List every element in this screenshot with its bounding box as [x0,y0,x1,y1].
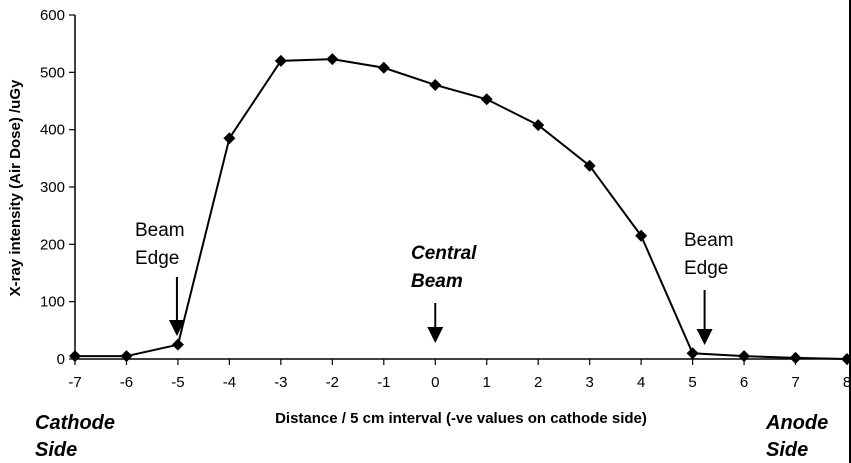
y-tick-label: 600 [40,7,65,24]
data-point-marker [583,159,596,172]
x-tick-label: 4 [637,374,645,391]
data-point-marker [429,78,442,91]
data-point-marker [841,353,851,365]
data-point-marker [120,350,133,363]
x-tick-label: 2 [534,374,542,391]
axes [69,14,848,365]
data-point-marker [738,350,751,363]
x-tick-label: 7 [791,374,799,391]
x-tick-label: -7 [68,374,81,391]
central-beam-label-line2: Beam [411,271,463,292]
x-tick-label: 8 [843,374,851,391]
series-line [75,58,848,360]
data-point-marker [274,54,287,67]
anode-side-label-line2: Side [766,439,808,461]
annotation-layer [168,277,713,345]
x-tick-label: -4 [223,374,236,391]
beam-edge-right-arrow-head [696,329,713,345]
y-tick-label: 300 [40,179,65,196]
data-point-marker [69,350,81,363]
data-point-marker [480,93,493,106]
y-tick-label: 400 [40,122,65,139]
x-tick-label: 0 [431,374,439,391]
y-tick-labels: 0 100 200 300 400 500 600 [40,7,65,368]
y-axis-title: X-ray intensity (Air Dose) /uGy [7,79,24,296]
x-tick-labels: -7 -6 -5 -4 -3 -2 -1 0 1 2 3 4 5 6 7 8 [68,374,851,391]
x-axis-title: Distance / 5 cm interval (-ve values on … [275,410,647,427]
data-point-marker [171,338,184,351]
x-tick-label: -2 [326,374,339,391]
beam-edge-left-arrow-head [168,320,185,336]
data-point-marker [377,61,390,74]
x-tick-label: 1 [483,374,491,391]
x-tick-label: -3 [274,374,287,391]
data-point-marker [686,347,699,360]
x-tick-label: 3 [585,374,593,391]
data-point-marker [789,351,802,364]
x-tick-label: -1 [377,374,390,391]
x-tick-label: -6 [120,374,133,391]
central-beam-arrow-head [427,327,444,343]
y-tick-label: 200 [40,236,65,253]
y-tick-label: 100 [40,294,65,311]
series-layer [69,53,851,365]
x-tick-label: 6 [740,374,748,391]
central-beam-label-line1: Central [411,243,477,264]
y-tick-label: 500 [40,64,65,81]
anode-side-label-line1: Anode [765,412,828,434]
beam-edge-right-label-line2: Edge [684,258,728,279]
data-point-marker [326,53,339,66]
cathode-side-label-line2: Side [35,439,77,461]
x-tick-label: 5 [688,374,696,391]
data-point-marker [635,229,648,242]
y-tick-label: 0 [57,351,65,368]
data-point-marker [223,132,236,145]
beam-edge-left-label-line1: Beam [135,220,185,241]
beam-edge-left-label-line2: Edge [135,248,179,269]
data-point-marker [532,119,545,132]
beam-edge-right-label-line1: Beam [684,230,734,251]
x-tick-label: -5 [171,374,184,391]
cathode-side-label-line1: Cathode [35,412,115,434]
